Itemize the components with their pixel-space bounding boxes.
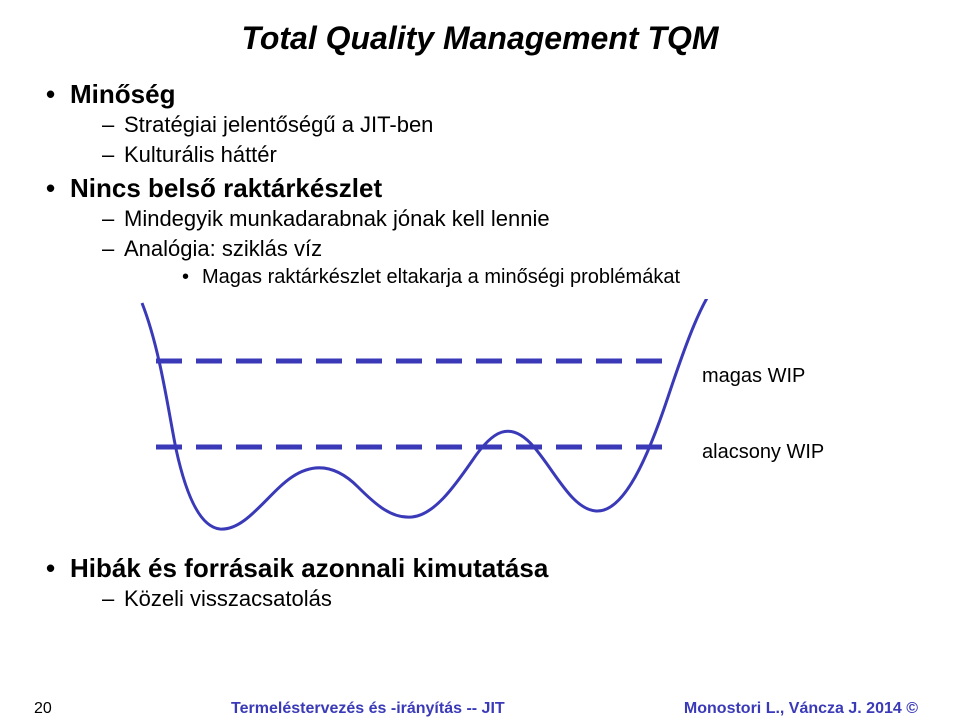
bullet-quality: Minőség Stratégiai jelentőségű a JIT-ben… [40,79,920,169]
bullet-list-2: Hibák és forrásaik azonnali kimutatása K… [40,553,920,614]
sub-close-feedback: Közeli visszacsatolás [70,584,920,614]
bullet-defects: Hibák és forrásaik azonnali kimutatása K… [40,553,920,614]
bullet-quality-sublist: Stratégiai jelentőségű a JIT-ben Kulturá… [70,110,920,169]
sub-analogy-sublist: Magas raktárkészlet eltakarja a minőségi… [124,264,920,291]
footer-center: Termeléstervezés és -irányítás -- JIT [231,700,505,718]
rocky-water-curve [142,299,720,529]
bullet-defects-sublist: Közeli visszacsatolás [70,584,920,614]
label-high-wip: magas WIP [702,365,805,388]
sub-every-good: Mindegyik munkadarabnak jónak kell lenni… [70,204,920,234]
wip-diagram: magas WIP alacsony WIP [120,299,840,539]
sub-cultural: Kulturális háttér [70,140,920,170]
page-number: 20 [34,700,52,718]
sub-high-stock-hides: Magas raktárkészlet eltakarja a minőségi… [124,264,920,291]
label-low-wip: alacsony WIP [702,441,824,464]
bullet-no-stock: Nincs belső raktárkészlet Mindegyik munk… [40,173,920,290]
wip-diagram-svg [120,299,840,539]
bullet-list: Minőség Stratégiai jelentőségű a JIT-ben… [40,79,920,291]
sub-analogy: Analógia: sziklás víz Magas raktárkészle… [70,234,920,291]
slide: Total Quality Management TQM Minőség Str… [0,0,960,728]
bullet-defects-label: Hibák és forrásaik azonnali kimutatása [70,553,548,583]
bullet-no-stock-label: Nincs belső raktárkészlet [70,173,382,203]
footer-right: Monostori L., Váncza J. 2014 © [684,700,918,718]
slide-footer: 20 Termeléstervezés és -irányítás -- JIT… [0,700,960,718]
sub-strategic: Stratégiai jelentőségű a JIT-ben [70,110,920,140]
bullet-no-stock-sublist: Mindegyik munkadarabnak jónak kell lenni… [70,204,920,290]
bullet-quality-label: Minőség [70,79,175,109]
sub-analogy-label: Analógia: sziklás víz [124,236,322,261]
slide-title: Total Quality Management TQM [40,20,920,57]
